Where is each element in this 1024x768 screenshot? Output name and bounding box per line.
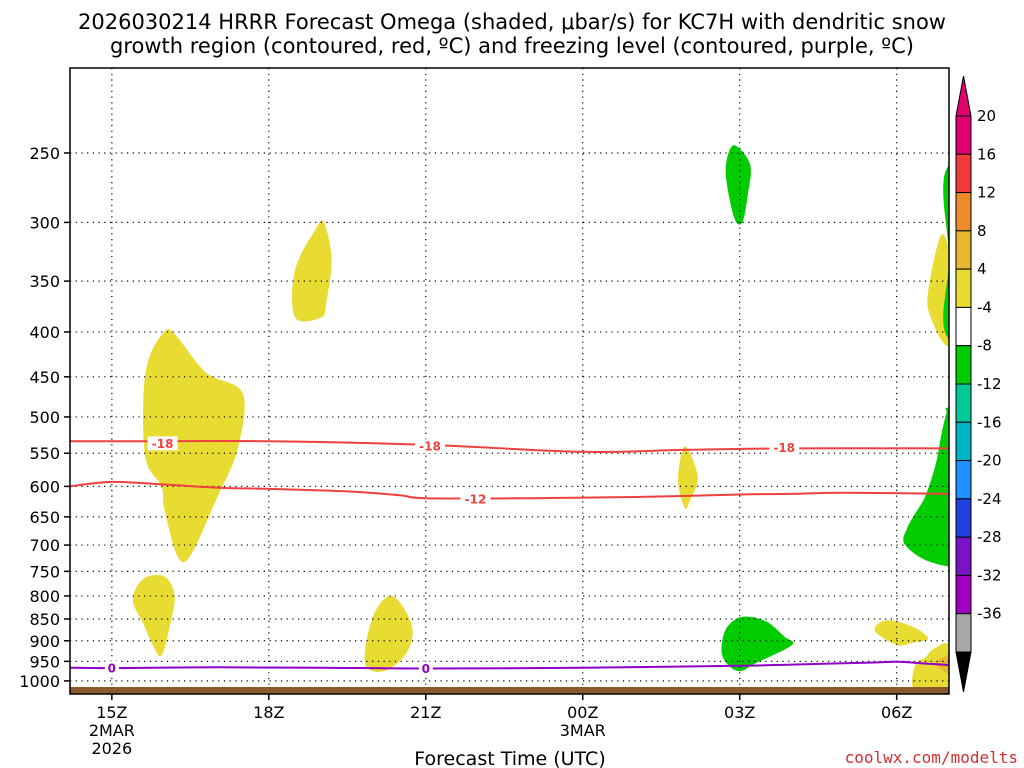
contour-label: -18 (419, 440, 441, 454)
x-tick-sublabel: 2026 (91, 739, 132, 758)
colorbar-label: -4 (977, 298, 992, 316)
contour-label-bg (418, 661, 433, 676)
colorbar-segment (955, 268, 972, 308)
x-tick-label: 03Z (724, 703, 755, 722)
y-tick-label: 250 (29, 144, 60, 163)
colorbar-segment (955, 498, 972, 538)
x-tick-sublabel: 3MAR (560, 721, 606, 740)
omega-region (725, 145, 751, 225)
omega-region (292, 220, 332, 322)
colorbar-label: -12 (977, 375, 1002, 393)
contour-label-bg (769, 440, 800, 455)
x-tick-label: 06Z (881, 703, 912, 722)
omega-region (912, 643, 949, 694)
plot-area (132, 145, 949, 694)
contour-label: -18 (773, 441, 795, 455)
colorbar-segment (955, 115, 972, 155)
colorbar-label: 4 (977, 260, 987, 278)
colorbar-segment (955, 153, 972, 194)
y-tick-label: 1000 (19, 672, 60, 691)
y-tick-label: 750 (29, 562, 60, 581)
colorbar-segment (955, 306, 972, 347)
y-tick-label: 650 (29, 508, 60, 527)
colorbar-label: -36 (977, 605, 1002, 623)
y-tick-label: 600 (29, 477, 60, 496)
contour-label-bg (104, 661, 119, 676)
plot-frame (69, 67, 950, 695)
colorbar-label: 16 (977, 145, 996, 163)
colorbar-segment (955, 345, 972, 385)
colorbar-label: 12 (977, 184, 996, 202)
colorbar-segment (955, 536, 972, 576)
colorbar-label: -24 (977, 490, 1002, 508)
y-tick-label: 550 (29, 444, 60, 463)
x-tick-label: 00Z (567, 703, 598, 722)
y-tick-label: 900 (29, 632, 60, 651)
contour-label: -18 (152, 437, 174, 451)
y-tick-label: 400 (29, 323, 60, 342)
omega-region (678, 446, 698, 509)
ground-strip-fill (70, 687, 949, 694)
colorbar-label: -32 (977, 566, 1002, 584)
y-tick-label: 800 (29, 587, 60, 606)
contour-label: -12 (465, 492, 487, 506)
x-axis-label: Forecast Time (UTC) (414, 748, 605, 768)
colorbar-segment (955, 574, 972, 615)
colorbar-segment (955, 383, 972, 423)
contour-line (70, 660, 949, 670)
colorbar-segment (955, 613, 972, 653)
y-tick-label: 700 (29, 536, 60, 555)
y-tick-label: 500 (29, 408, 60, 427)
y-tick-label: 350 (29, 272, 60, 291)
y-tick-label: 950 (29, 652, 60, 671)
chart-title-line1: 2026030214 HRRR Forecast Omega (shaded, … (78, 10, 946, 34)
colorbar-label: -8 (977, 337, 992, 355)
contour-lines: -18 -18 -18 -12 0 0 (70, 436, 949, 676)
omega-region (874, 620, 929, 646)
colorbar-segment (955, 230, 972, 270)
colorbar-top-arrow (955, 75, 972, 117)
colorbar-segment (955, 460, 972, 500)
omega-region (903, 407, 949, 567)
omega-region (943, 165, 949, 340)
x-tick-label: 15Z (96, 703, 127, 722)
contour-label: 0 (422, 662, 430, 676)
contour-label-bg (147, 436, 178, 451)
x-tick-label: 18Z (253, 703, 284, 722)
colorbar-segment (955, 192, 972, 232)
x-tick-label: 21Z (410, 703, 441, 722)
credit-text: coolwx.com/modelts (845, 748, 1018, 767)
colorbar-bottom-arrow (955, 651, 972, 693)
omega-region (143, 328, 245, 563)
gridlines (70, 68, 949, 694)
y-tick-label: 450 (29, 368, 60, 387)
contour-line (70, 480, 949, 500)
contour-label-bg (460, 491, 491, 506)
chart-title-line2: growth region (contoured, red, ºC) and f… (110, 34, 914, 58)
y-tick-label: 300 (29, 213, 60, 232)
omega-region (132, 574, 175, 657)
y-tick-label: 850 (29, 610, 60, 629)
omega-region (364, 595, 413, 672)
y-axis: 250 300 350 400 450 500 550 600 650 700 750 800 850 9… (19, 144, 70, 691)
colorbar-label: -28 (977, 528, 1002, 546)
ground-strip (70, 687, 949, 694)
contour-label: 0 (108, 662, 116, 676)
colorbar-label: 20 (977, 107, 996, 125)
omega-region (721, 616, 794, 672)
contour-label-bg (414, 439, 445, 454)
colorbar-label: -16 (977, 413, 1002, 431)
x-tick-sublabel: 2MAR (89, 721, 135, 740)
colorbar-label: 8 (977, 222, 987, 240)
colorbar-segment (955, 421, 972, 462)
colorbar-label: -20 (977, 452, 1002, 470)
colorbar: 20 16 12 8 4 -4 -8 -12 -16 -20 -24 -28 -32 -36 (955, 75, 1002, 693)
